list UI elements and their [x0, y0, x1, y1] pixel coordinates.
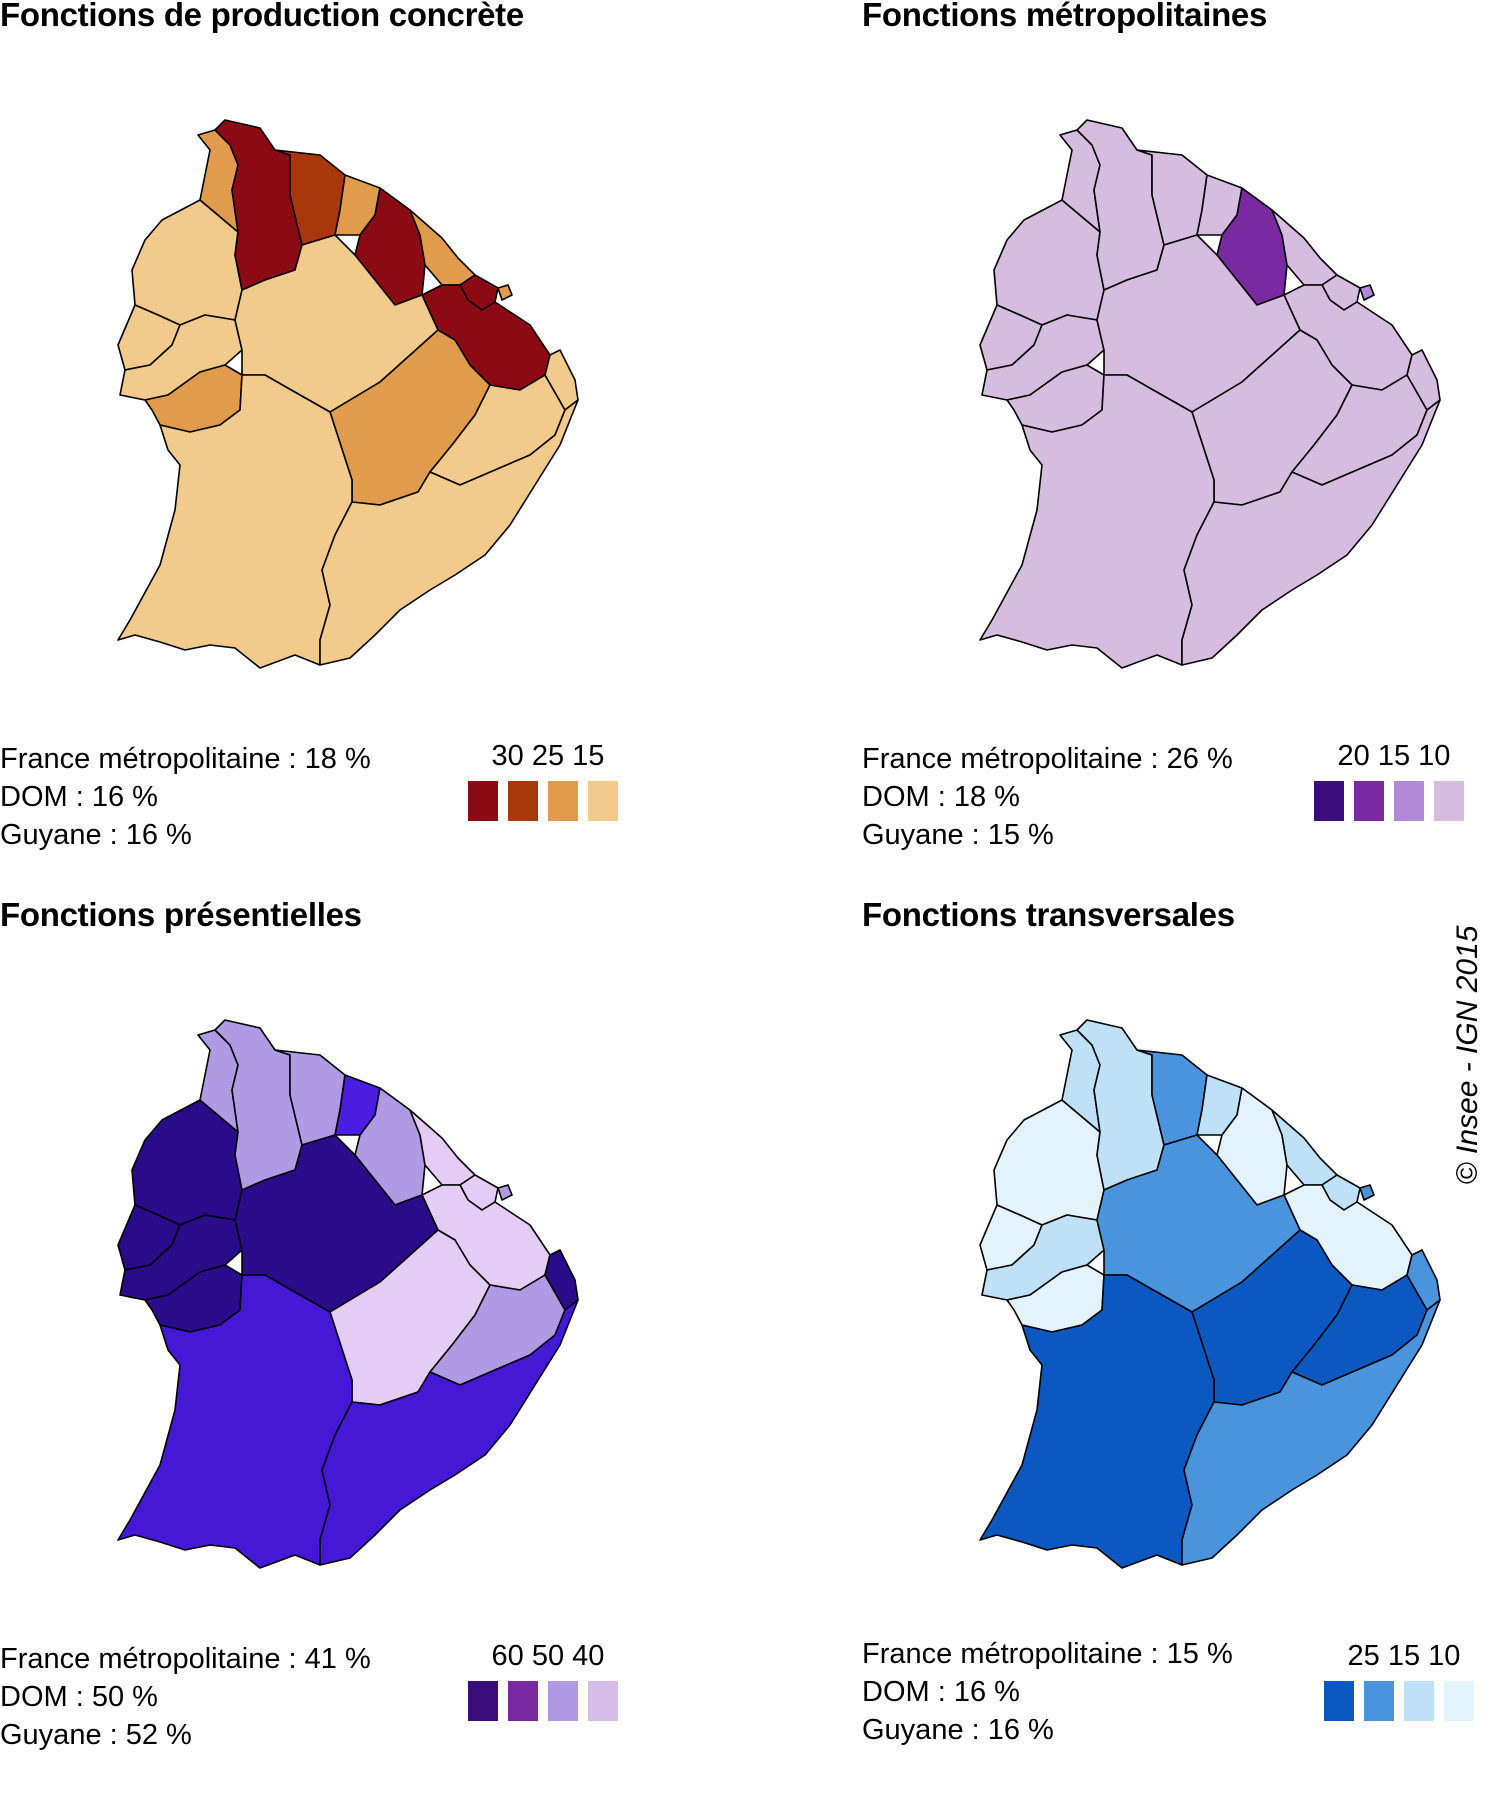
legend-labels: 20 15 10 [1337, 740, 1451, 772]
legend-labels: 30 25 15 [491, 740, 605, 772]
map-svg [117, 1019, 579, 1569]
legend-swatch-2 [508, 781, 538, 821]
map-svg [117, 119, 579, 669]
panel-title: Fonctions de production concrète [0, 0, 524, 33]
commune-region-s1 [979, 374, 1215, 669]
map-svg [979, 1019, 1441, 1569]
legend-swatch-3 [1394, 781, 1424, 821]
legend-swatch-3 [548, 1681, 578, 1721]
guyane-map [60, 60, 660, 740]
stat-dom: DOM : 50 % [0, 1681, 158, 1713]
stat-dom: DOM : 18 % [862, 781, 1020, 813]
commune-region-n10 [497, 284, 513, 301]
stat-guyane: Guyane : 16 % [0, 819, 192, 851]
commune-region-s2 [1181, 399, 1441, 666]
stat-france: France métropolitaine : 41 % [0, 1643, 371, 1675]
legend-swatch-1 [1314, 781, 1344, 821]
copyright-text: © Insee - IGN 2015 [1451, 925, 1484, 1185]
legend-swatch-4 [1444, 1681, 1474, 1721]
panel-title: Fonctions transversales [862, 896, 1235, 933]
legend-swatches [1314, 781, 1474, 821]
legend-swatch-2 [1364, 1681, 1394, 1721]
panel-title: Fonctions métropolitaines [862, 0, 1268, 33]
stat-guyane: Guyane : 15 % [862, 819, 1054, 851]
commune-region-s2 [319, 1299, 579, 1566]
guyane-map [922, 60, 1503, 740]
map-panel-presentielles: Fonctions présentielles France métropoli… [0, 896, 740, 1800]
legend-swatch-1 [468, 781, 498, 821]
legend-swatch-1 [468, 1681, 498, 1721]
commune-region-s1 [117, 1274, 353, 1569]
legend: 25 15 10 [1324, 1640, 1484, 1721]
map-panel-transversales: Fonctions transversales France métropoli… [862, 896, 1503, 1800]
commune-region-s1 [979, 1274, 1215, 1569]
stat-guyane: Guyane : 16 % [862, 1714, 1054, 1746]
legend-swatch-3 [1404, 1681, 1434, 1721]
commune-region-n10 [497, 1184, 513, 1201]
guyane-map [922, 960, 1503, 1640]
map-svg [979, 119, 1441, 669]
legend-swatches [468, 1681, 628, 1721]
map-panel-metropolitaines: Fonctions métropolitaines France métropo… [862, 0, 1503, 900]
legend-swatches [1324, 1681, 1484, 1721]
stat-dom: DOM : 16 % [0, 781, 158, 813]
stat-dom: DOM : 16 % [862, 1676, 1020, 1708]
legend-swatch-2 [1354, 781, 1384, 821]
stats-block: France métropolitaine : 15 % DOM : 16 % … [862, 1635, 1233, 1749]
stats-block: France métropolitaine : 18 % DOM : 16 % … [0, 740, 371, 854]
commune-region-n10 [1359, 284, 1375, 301]
commune-region-s2 [1181, 1299, 1441, 1566]
stats-block: France métropolitaine : 41 % DOM : 50 % … [0, 1640, 371, 1754]
legend-swatch-1 [1324, 1681, 1354, 1721]
stat-guyane: Guyane : 52 % [0, 1719, 192, 1751]
legend-swatch-3 [548, 781, 578, 821]
legend-swatch-4 [588, 1681, 618, 1721]
stat-france: France métropolitaine : 15 % [862, 1638, 1233, 1670]
commune-region-s2 [319, 399, 579, 666]
guyane-map [60, 960, 660, 1640]
legend: 30 25 15 [468, 740, 628, 821]
map-panel-production: Fonctions de production concrète France … [0, 0, 740, 900]
legend-labels: 25 15 10 [1347, 1640, 1461, 1672]
stat-france: France métropolitaine : 18 % [0, 743, 371, 775]
legend: 20 15 10 [1314, 740, 1474, 821]
stats-block: France métropolitaine : 26 % DOM : 18 % … [862, 740, 1233, 854]
legend-swatch-2 [508, 1681, 538, 1721]
legend-swatches [468, 781, 628, 821]
legend-swatch-4 [588, 781, 618, 821]
panel-title: Fonctions présentielles [0, 896, 362, 933]
stat-france: France métropolitaine : 26 % [862, 743, 1233, 775]
commune-region-n10 [1359, 1184, 1375, 1201]
legend-swatch-4 [1434, 781, 1464, 821]
commune-region-s1 [117, 374, 353, 669]
legend: 60 50 40 [468, 1640, 628, 1721]
legend-labels: 60 50 40 [491, 1640, 605, 1672]
